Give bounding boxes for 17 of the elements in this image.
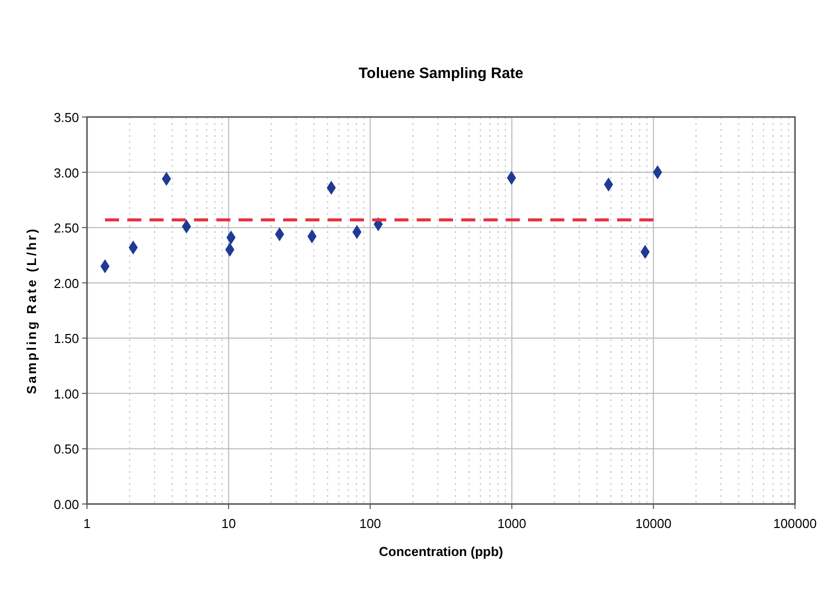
x-tick-label: 1 [83,516,91,531]
x-tick-label: 100000 [773,516,817,531]
x-axis-title: Concentration (ppb) [378,544,504,559]
x-tick-label: 1000 [497,516,526,531]
x-tick-label: 10 [221,516,236,531]
x-tick-label: 10000 [635,516,672,531]
y-axis-title: Sampling Rate (L/hr) [24,226,39,394]
y-tick-label: 2.50 [54,220,79,236]
y-tick-label: 2.00 [54,276,79,291]
y-tick-label: 3.00 [54,165,79,180]
y-tick-label: 3.50 [54,110,79,125]
x-tick-label: 100 [359,516,382,531]
chart-title: Toluene Sampling Rate [358,65,524,82]
y-tick-label: 0.50 [54,442,79,457]
y-tick-label: 0.00 [54,497,79,512]
y-tick-label: 1.50 [54,331,79,346]
y-tick-label: 1.00 [54,386,79,402]
